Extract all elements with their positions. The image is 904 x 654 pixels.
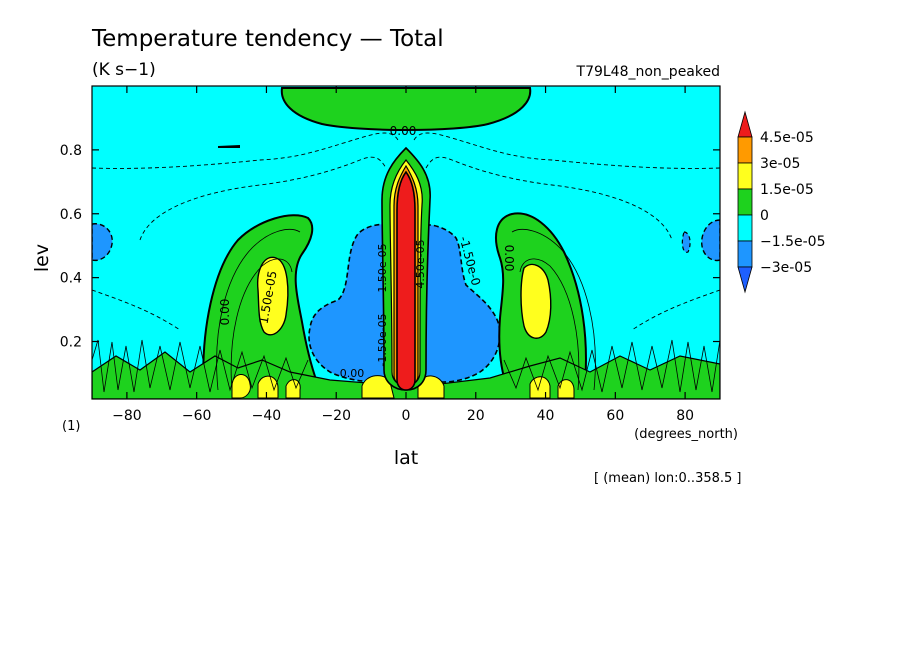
contour-region-polar-negative <box>681 231 691 253</box>
contour-region-polar-negative <box>92 223 113 262</box>
y-tick-label: 0.4 <box>60 271 82 287</box>
colorbar-label: −3e-05 <box>760 260 812 276</box>
contour-region-southern-max <box>257 256 289 336</box>
contour-line <box>503 339 720 393</box>
colorbar-swatch <box>737 214 753 242</box>
chart-subtitle: (K s−1) <box>92 60 156 80</box>
contour-label: 0.00 <box>218 299 232 326</box>
contour-label: 0.00 <box>340 367 365 380</box>
contour-line <box>413 132 720 169</box>
contour-label: 4.50e-05 <box>414 239 427 288</box>
y-tick-label: 0.2 <box>60 335 82 351</box>
colorbar-label: 4.5e-05 <box>760 130 814 146</box>
colorbar-label: 3e-05 <box>760 156 800 172</box>
y-axis: 0.2 0.4 0.6 0.8 <box>60 143 720 351</box>
y-tick-label: 0.6 <box>60 207 82 223</box>
contour-region-small <box>218 145 240 148</box>
contour-region-northern-max <box>520 263 552 339</box>
contour-region-surface-max <box>529 376 551 399</box>
x-axis-units: (degrees_north) <box>634 427 738 442</box>
run-label: T79L48_non_peaked <box>576 64 720 80</box>
x-tick-label: −20 <box>321 408 351 424</box>
contour-line <box>139 156 387 241</box>
contour-label: 1.50e-05 <box>376 243 389 292</box>
x-tick-label: −40 <box>252 408 282 424</box>
contour-field: 0.00 0.00 0.00 0.00 1.50e-05 -1.50e-0 1.… <box>92 86 720 399</box>
contour-line <box>230 258 293 391</box>
contour-region-equatorial-jet-core <box>396 170 416 391</box>
colorbar-swatch <box>737 188 753 216</box>
contour-region-top-positive <box>280 87 532 131</box>
contour-region-surface-max <box>361 375 395 399</box>
contour-region-polar-negative <box>701 219 720 262</box>
x-tick-label: 60 <box>606 408 624 424</box>
contour-line <box>216 229 301 391</box>
x-axis: −80 −60 −40 −20 0 20 40 60 80 <box>112 86 694 424</box>
colorbar-swatch <box>737 110 753 138</box>
x-axis-label: lat <box>394 447 418 469</box>
colorbar-swatch <box>737 240 753 268</box>
contour-label: 0.00 <box>390 124 417 138</box>
contour-line <box>519 258 580 391</box>
x-tick-label: −80 <box>112 408 142 424</box>
x-tick-label: 20 <box>467 408 485 424</box>
contour-region-surface-max <box>557 379 575 399</box>
contour-region-surface-max <box>257 375 279 399</box>
y-axis-units: (1) <box>62 419 80 434</box>
colorbar-label: 0 <box>760 208 769 224</box>
colorbar-label: 1.5e-05 <box>760 182 814 198</box>
x-tick-label: 40 <box>537 408 555 424</box>
colorbar-swatch <box>737 266 753 294</box>
contour-label: -1.50e-05 <box>376 313 389 366</box>
y-tick-label: 0.8 <box>60 143 82 159</box>
contour-line <box>425 156 673 241</box>
x-tick-label: 0 <box>402 408 411 424</box>
contour-line <box>92 132 399 169</box>
x-tick-label: −60 <box>182 408 212 424</box>
colorbar-label: −1.5e-05 <box>760 234 825 250</box>
colorbar-swatch <box>737 162 753 190</box>
contour-line <box>511 229 596 391</box>
colorbar-swatch <box>737 136 753 164</box>
colorbar: 4.5e-05 3e-05 1.5e-05 0 −1.5e-05 −3e-05 <box>737 110 825 294</box>
y-axis-label: lev <box>31 244 53 272</box>
contour-region-surface-max <box>231 374 251 399</box>
footer-note: [ (mean) lon:0..358.5 ] <box>594 471 742 486</box>
contour-line <box>631 289 720 331</box>
contour-line <box>92 339 309 393</box>
contour-region-tropical-negative <box>417 223 501 383</box>
x-tick-label: 80 <box>676 408 694 424</box>
chart-title: Temperature tendency — Total <box>91 26 444 52</box>
contour-line <box>92 289 181 331</box>
contour-label: 0.00 <box>502 245 516 272</box>
